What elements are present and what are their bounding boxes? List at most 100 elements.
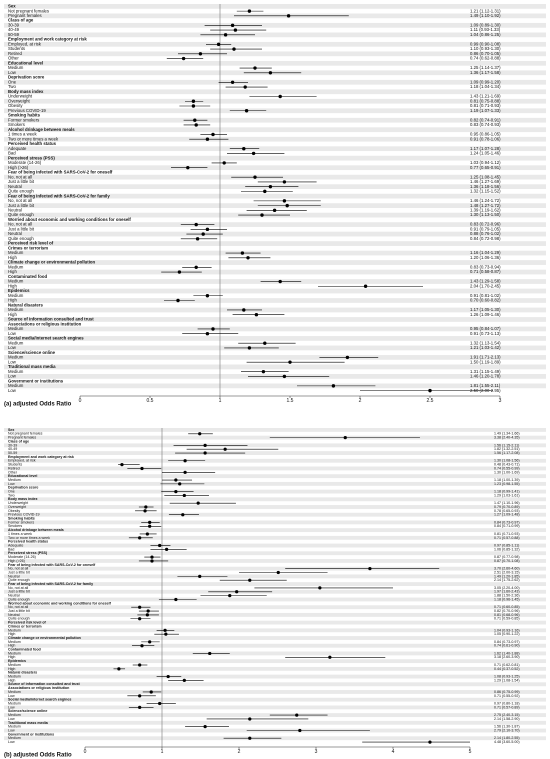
estimate-label: 0.84 (0.73-0.97) <box>494 520 520 524</box>
odds-ratio-point <box>203 443 207 447</box>
row-stripe <box>4 51 546 57</box>
row-stripe <box>4 127 546 133</box>
row-label: Medium <box>8 690 21 694</box>
row-stripe <box>4 535 546 540</box>
row-label: Medium <box>8 701 21 705</box>
row-label: Medium <box>8 628 21 632</box>
odds-ratio-point <box>248 717 252 721</box>
row-stripe <box>4 666 546 671</box>
estimate-label: 1.32 (1.13-1.54) <box>470 340 501 345</box>
group-label: Science/science online <box>8 350 56 355</box>
row-label: Neutral <box>8 613 20 617</box>
odds-ratio-point <box>268 184 273 189</box>
odds-ratio-point <box>298 728 302 733</box>
x-tick-label: 1 <box>161 749 164 755</box>
group-label: Perceived risk level of <box>8 621 47 625</box>
estimate-label: 1.56 (1.17-2.08) <box>494 451 520 455</box>
row-label: Medium <box>8 279 24 284</box>
row-label: Two <box>8 493 15 497</box>
estimate-label: 1.30 (1.08-1.56) <box>494 459 520 463</box>
row-stripe <box>4 505 546 509</box>
row-stripe <box>4 155 546 161</box>
odds-ratio-point <box>145 532 149 536</box>
estimate-label: 0.88 (0.76-1.02) <box>470 231 501 236</box>
row-label: One <box>8 79 17 84</box>
estimate-label: 1.56 (1.15-2.11) <box>494 443 519 447</box>
row-label: Medium <box>8 383 24 388</box>
row-label: Two <box>8 84 16 89</box>
odds-ratio-point <box>276 570 280 575</box>
odds-ratio-point <box>144 505 148 509</box>
estimate-label: 2.51 (2.00-3.15) <box>494 570 520 574</box>
row-label: 1 times a week <box>8 532 32 536</box>
axis-title: (b) adjusted Odds Ratio <box>4 753 72 759</box>
row-label: High <box>8 678 15 682</box>
row-label: 50-59 <box>8 451 17 455</box>
row-label: Low <box>8 345 17 350</box>
row-stripe <box>4 298 546 303</box>
estimate-label: 1.17 (1.07-1.28) <box>470 146 501 151</box>
group-label: Smoking habits <box>8 517 35 521</box>
odds-ratio-point <box>176 298 180 303</box>
group-label: Traditional mass media <box>8 721 49 725</box>
group-label: Perceived stress (PSS) <box>8 551 48 555</box>
row-stripe <box>4 620 546 625</box>
row-stripe <box>4 466 546 471</box>
row-label: Low <box>8 740 15 744</box>
row-label: Retired <box>8 466 20 470</box>
row-label: High <box>8 298 17 303</box>
odds-ratio-point <box>216 42 221 47</box>
x-tick-label: 2 <box>238 749 241 755</box>
row-label: Two or more times a week <box>8 136 59 141</box>
odds-ratio-point <box>174 489 178 494</box>
odds-ratio-point <box>247 9 252 13</box>
row-label: High <box>8 644 15 648</box>
estimate-label: 0.82 (0.74-0.91) <box>470 117 501 122</box>
odds-ratio-point <box>246 256 250 260</box>
row-stripe <box>4 307 546 313</box>
row-stripe <box>4 32 546 38</box>
odds-ratio-point <box>140 644 144 648</box>
odds-ratio-point <box>285 203 289 208</box>
group-label: Crimes or terrorism <box>8 245 48 250</box>
row-label: Low <box>8 482 15 486</box>
row-stripe <box>4 250 546 256</box>
odds-ratio-point <box>201 232 205 236</box>
estimate-label: 1.23 (0.98-1.55) <box>494 482 520 486</box>
odds-ratio-point <box>174 597 178 602</box>
estimate-label: 1.21 (1.12-1.31) <box>470 8 501 13</box>
row-label: Medium <box>8 307 24 312</box>
estimate-label: 0.70 (0.60-0.82) <box>470 298 501 303</box>
odds-ratio-point <box>181 56 186 61</box>
estimate-label: 1.06 (0.85-1.32) <box>494 547 520 551</box>
group-label: Sex <box>8 428 14 432</box>
odds-ratio-point <box>248 578 252 582</box>
estimate-label: 1.20 (1.06-1.36) <box>470 255 501 260</box>
estimate-label: 2.79 (2.10-3.70) <box>494 728 520 732</box>
estimate-label: 0.91 (0.79-1.05) <box>470 226 501 231</box>
odds-ratio-point <box>208 651 212 656</box>
odds-ratio-point <box>253 175 257 179</box>
x-tick-label: 2.5 <box>427 398 434 404</box>
row-stripe <box>4 566 546 571</box>
x-tick-label: 0 <box>84 749 87 755</box>
row-label: Just a little bit <box>8 226 35 231</box>
estimate-label: 1.50 (1.19-1.89) <box>470 359 501 364</box>
row-label: Retired <box>8 51 22 56</box>
estimate-label: 1.04 (0.93-1.16) <box>494 628 520 632</box>
estimate-label: 0.87 (0.77-0.98) <box>494 555 520 559</box>
odds-ratio-point <box>138 694 142 698</box>
group-label: Associations or religious institution <box>8 321 82 326</box>
estimate-label: 0.83 (0.74-0.93) <box>470 122 501 127</box>
estimate-label: 2.50 (2.00-2.95) <box>470 388 501 393</box>
odds-ratio-point <box>186 165 190 170</box>
group-label: Body mass index <box>8 89 44 94</box>
group-label: Crimes or terrorism <box>8 624 42 628</box>
row-label: High <box>8 269 17 274</box>
odds-ratio-point <box>198 574 202 578</box>
group-label: Perceived health status <box>8 141 57 146</box>
estimate-label: 3.70 (2.60-4.60) <box>494 567 520 571</box>
row-label: 30-39 <box>8 22 20 27</box>
odds-ratio-point <box>138 605 142 609</box>
row-label: Underweight <box>8 501 28 505</box>
